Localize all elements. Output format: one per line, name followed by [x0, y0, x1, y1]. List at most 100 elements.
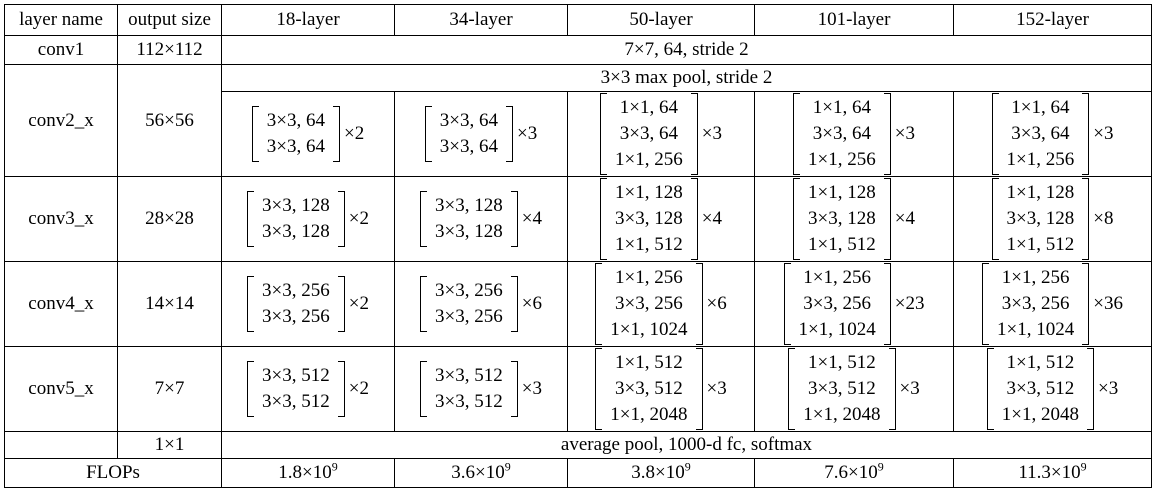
bracket-group: 1×1, 512 3×3, 512 1×1, 2048 — [986, 348, 1094, 430]
block-multiplier: ×4 — [521, 208, 542, 229]
right-bracket — [1082, 93, 1090, 175]
header-layer-name: layer name — [4, 4, 118, 36]
header-18-layer: 18-layer — [221, 4, 395, 36]
block-cell: 1×1, 256 3×3, 256 1×1, 1024 ×23 — [754, 261, 954, 347]
conv1-size: 112×112 — [117, 35, 222, 65]
left-bracket — [991, 93, 999, 175]
block-line: 1×1, 64 — [1011, 97, 1070, 118]
block-line: 3×3, 128 — [435, 221, 503, 242]
block-cell: 1×1, 64 3×3, 64 1×1, 256 ×3 — [567, 91, 755, 177]
right-bracket — [1087, 348, 1094, 430]
architecture-table: layer name output size 18-layer 34-layer… — [4, 4, 1152, 488]
right-bracket — [695, 348, 703, 430]
stage-name: conv3_x — [4, 176, 118, 262]
block-spec: 1×1, 256 3×3, 256 1×1, 1024 ×23 — [755, 263, 953, 345]
left-bracket — [600, 178, 608, 260]
left-bracket — [251, 106, 259, 162]
conv1-spec: 7×7, 64, stride 2 — [221, 35, 1152, 65]
block-line: 3×3, 512 — [262, 391, 330, 412]
block-line: 3×3, 256 — [262, 306, 330, 327]
block-multiplier: ×3 — [517, 123, 538, 144]
left-bracket — [788, 348, 796, 430]
header-101-layer: 101-layer — [754, 4, 954, 36]
block-multiplier: ×3 — [894, 123, 915, 144]
block-line: 3×3, 128 — [262, 195, 330, 216]
block-line: 1×1, 256 — [1001, 267, 1070, 288]
right-bracket — [506, 106, 513, 162]
right-bracket — [337, 191, 345, 247]
right-bracket — [883, 178, 891, 260]
block-line: 3×3, 128 — [1006, 208, 1075, 229]
block-multiplier: ×3 — [701, 123, 722, 144]
right-bracket — [337, 361, 345, 417]
block-line: 3×3, 256 — [615, 293, 683, 314]
left-bracket — [986, 348, 994, 430]
block-lines: 1×1, 128 3×3, 128 1×1, 512 — [800, 178, 884, 260]
block-line: 1×1, 2048 — [803, 404, 881, 425]
stage-name: conv2_x — [4, 64, 118, 177]
block-multiplier: ×3 — [1093, 123, 1114, 144]
block-line: 3×3, 64 — [266, 110, 325, 131]
flops-value: 7.6×109 — [754, 458, 954, 488]
bracket-group: 3×3, 256 3×3, 256 — [420, 276, 518, 332]
bracket-group: 3×3, 256 3×3, 256 — [247, 276, 345, 332]
block-line: 1×1, 1024 — [798, 319, 876, 340]
block-line: 1×1, 256 — [808, 149, 876, 170]
block-lines: 3×3, 512 3×3, 512 — [254, 361, 338, 417]
bracket-group: 3×3, 64 3×3, 64 — [424, 106, 513, 162]
flops-mantissa: 1.8×10 — [278, 462, 332, 483]
flops-mantissa: 3.6×10 — [451, 462, 505, 483]
header-output-size: output size — [117, 4, 222, 36]
block-lines: 1×1, 64 3×3, 64 1×1, 256 — [607, 93, 691, 175]
bracket-group: 3×3, 64 3×3, 64 — [251, 106, 340, 162]
block-line: 3×3, 128 — [615, 208, 683, 229]
block-cell: 3×3, 64 3×3, 64 ×2 — [221, 91, 395, 177]
right-bracket — [888, 348, 896, 430]
block-multiplier: ×3 — [1098, 378, 1119, 399]
flops-exponent: 9 — [1080, 459, 1087, 474]
block-line: 3×3, 64 — [439, 136, 498, 157]
final-row: 1×1 average pool, 1000-d fc, softmax — [4, 431, 1152, 459]
block-lines: 3×3, 128 3×3, 128 — [254, 191, 338, 247]
block-line: 1×1, 2048 — [1001, 404, 1079, 425]
block-cell: 3×3, 512 3×3, 512 ×2 — [221, 346, 395, 432]
stage-row-conv4: conv4_x 14×14 3×3, 256 3×3, 256 ×2 3×3, 256 3×… — [4, 261, 1152, 347]
left-bracket — [793, 93, 801, 175]
block-line: 1×1, 128 — [615, 182, 683, 203]
block-line: 3×3, 256 — [803, 293, 871, 314]
block-cell: 1×1, 512 3×3, 512 1×1, 2048 ×3 — [567, 346, 755, 432]
block-multiplier: ×8 — [1093, 208, 1114, 229]
left-bracket — [420, 276, 428, 332]
block-cell: 3×3, 128 3×3, 128 ×2 — [221, 176, 395, 262]
bracket-group: 1×1, 512 3×3, 512 1×1, 2048 — [788, 348, 896, 430]
block-cell: 1×1, 64 3×3, 64 1×1, 256 ×3 — [754, 91, 954, 177]
stage-row-conv5: conv5_x 7×7 3×3, 512 3×3, 512 ×2 3×3, 512 3×3,… — [4, 346, 1152, 432]
right-bracket — [333, 106, 340, 162]
stage-size: 14×14 — [117, 261, 222, 347]
block-line: 1×1, 256 — [1006, 149, 1075, 170]
flops-value: 1.8×109 — [221, 458, 395, 488]
block-spec: 3×3, 256 3×3, 256 ×2 — [222, 276, 394, 332]
left-bracket — [595, 348, 603, 430]
block-cell: 1×1, 256 3×3, 256 1×1, 1024 ×6 — [567, 261, 755, 347]
block-lines: 1×1, 256 3×3, 256 1×1, 1024 — [989, 263, 1082, 345]
block-line: 3×3, 512 — [808, 378, 876, 399]
block-multiplier: ×6 — [706, 293, 727, 314]
block-line: 1×1, 512 — [615, 234, 683, 255]
block-line: 3×3, 128 — [808, 208, 876, 229]
block-cell: 1×1, 256 3×3, 256 1×1, 1024 ×36 — [953, 261, 1152, 347]
block-multiplier: ×2 — [348, 378, 369, 399]
flops-mantissa: 3.8×10 — [631, 462, 685, 483]
block-spec: 1×1, 512 3×3, 512 1×1, 2048 ×3 — [954, 348, 1151, 430]
block-spec: 3×3, 512 3×3, 512 ×2 — [222, 361, 394, 417]
block-line: 1×1, 512 — [615, 352, 683, 373]
block-line: 1×1, 512 — [808, 352, 876, 373]
bracket-group: 1×1, 64 3×3, 64 1×1, 256 — [600, 93, 698, 175]
right-bracket — [510, 191, 518, 247]
block-line: 1×1, 128 — [1006, 182, 1075, 203]
block-multiplier: ×2 — [348, 293, 369, 314]
block-lines: 3×3, 128 3×3, 128 — [427, 191, 511, 247]
left-bracket — [982, 263, 990, 345]
conv1-row: conv1 112×112 7×7, 64, stride 2 — [4, 35, 1152, 65]
block-spec: 1×1, 512 3×3, 512 1×1, 2048 ×3 — [755, 348, 953, 430]
